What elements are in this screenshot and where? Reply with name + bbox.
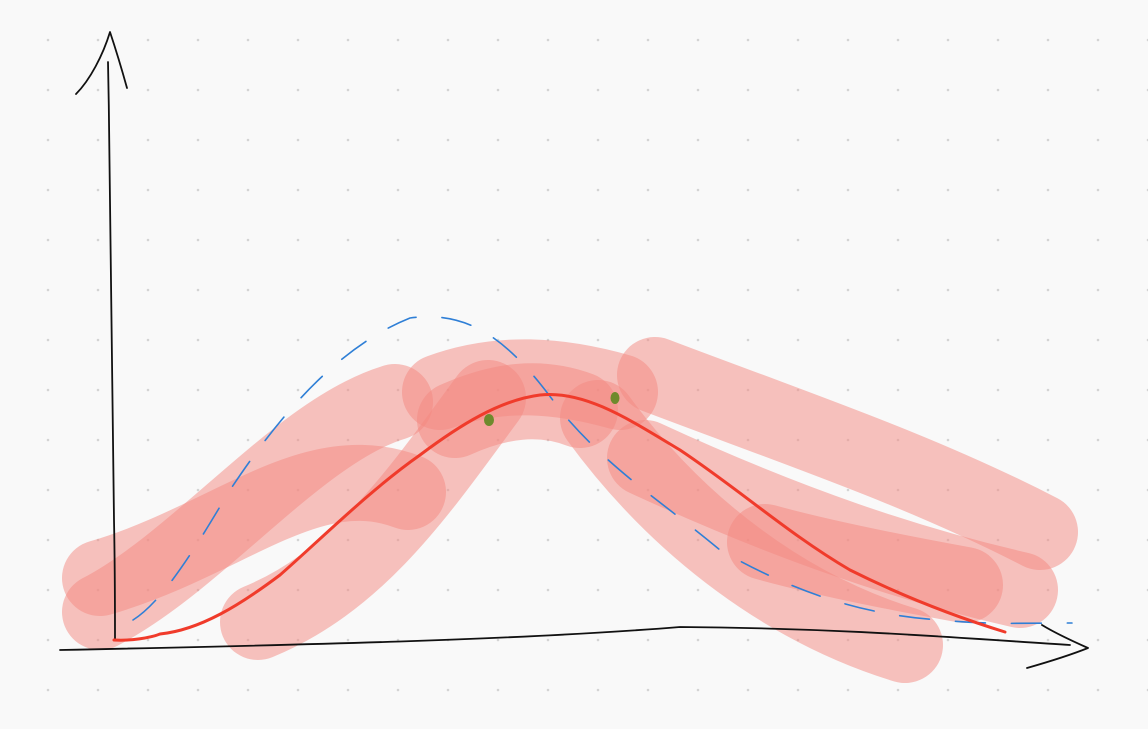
highlighter-stroke[interactable] [727, 504, 1003, 623]
y-axis-line[interactable] [107, 61, 116, 641]
x-axis-line[interactable] [59, 626, 1071, 651]
highlighter-stroke[interactable] [617, 337, 1078, 570]
axes [59, 31, 1089, 669]
highlighter-stroke[interactable] [62, 444, 446, 616]
green-marks [484, 392, 620, 426]
blue-dashed-curve[interactable] [132, 316, 1073, 625]
red-solid-curve[interactable] [112, 392, 1007, 642]
highlighter-stroke[interactable] [417, 363, 618, 458]
y-axis-arrowhead-icon[interactable] [75, 31, 128, 95]
green-mark[interactable] [484, 414, 494, 426]
green-mark[interactable] [610, 392, 620, 404]
highlighter-strokes [62, 337, 1078, 683]
x-axis-arrowhead-icon[interactable] [1026, 624, 1089, 669]
